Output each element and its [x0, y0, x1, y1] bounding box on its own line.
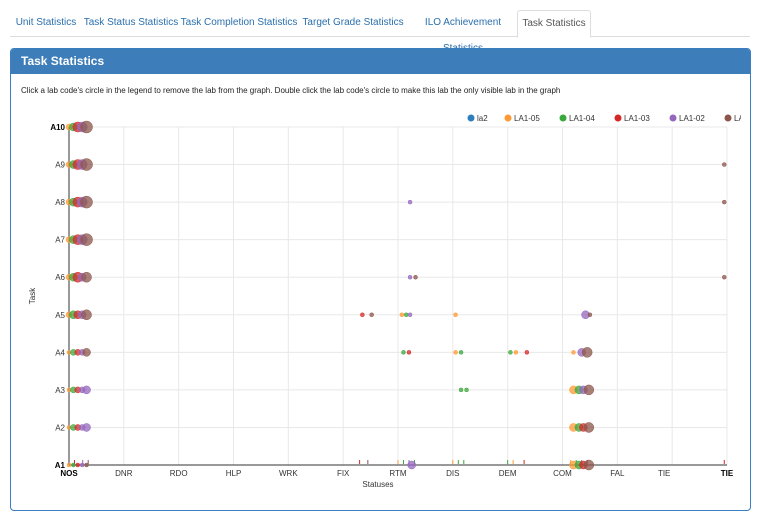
data-point	[407, 460, 416, 470]
tab-ilo-achievement-statistics[interactable]: ILO Achievement Statistics	[424, 17, 502, 54]
data-point	[413, 274, 418, 280]
x-tick-label: NOS	[60, 469, 78, 478]
legend-marker-la2[interactable]	[467, 114, 475, 122]
x-tick-label: COM	[553, 469, 572, 478]
data-point	[453, 350, 458, 355]
tab-bar: Unit Statistics Task Status Statistics T…	[10, 10, 750, 54]
data-point	[587, 312, 593, 318]
data-point	[82, 423, 91, 432]
tab-task-completion-statistics[interactable]: Task Completion Statistics	[180, 17, 298, 28]
data-point	[407, 312, 413, 318]
legend-label: LA1-05	[514, 114, 540, 123]
x-tick-label: RTM	[389, 469, 407, 478]
data-point	[401, 350, 406, 355]
data-point	[458, 350, 464, 355]
data-point	[406, 350, 412, 355]
data-point	[80, 233, 93, 246]
y-tick-label: A1	[55, 461, 66, 470]
data-point	[369, 312, 374, 318]
x-tick-label: HLP	[226, 469, 242, 478]
data-point	[82, 385, 91, 395]
legend-marker-la1-04[interactable]	[559, 114, 567, 122]
tab-task-status-statistics[interactable]: Task Status Statistics	[83, 17, 179, 28]
y-tick-label: A5	[55, 311, 65, 320]
data-point	[81, 271, 92, 283]
data-point	[407, 274, 413, 280]
data-point	[583, 459, 595, 471]
data-point	[403, 312, 409, 318]
x-tick-label: DNR	[115, 469, 133, 478]
tab-unit-statistics[interactable]: Unit Statistics	[15, 17, 77, 28]
data-point	[464, 387, 469, 393]
x-tick-label: TIE	[658, 469, 670, 478]
x-tick-label: FAL	[610, 469, 625, 478]
data-point	[583, 384, 595, 396]
x-tick-label: WRK	[279, 469, 298, 478]
legend-instructions: Click a lab code's circle in the legend …	[21, 86, 561, 95]
data-point	[80, 120, 93, 134]
legend-label: LA1-01	[734, 114, 741, 123]
data-point	[79, 462, 85, 468]
legend-marker-la1-03[interactable]	[614, 114, 622, 122]
legend-label: la2	[477, 114, 488, 123]
tab-task-statistics[interactable]: Task Statistics	[517, 10, 591, 38]
y-tick-label: A8	[55, 198, 65, 207]
legend-marker-la1-02[interactable]	[669, 114, 677, 122]
data-point	[82, 348, 91, 357]
data-point	[583, 422, 595, 433]
task-statistics-panel: Task Statistics Click a lab code's circl…	[10, 48, 751, 511]
data-point	[360, 312, 365, 318]
task-statistics-chart: A1 A2 A3 A4 A5 A6 A7 A8 A9 A10 NOS DNR RDO HLP WRK FIX R…	[28, 114, 741, 489]
data-point	[513, 350, 519, 355]
legend-label: LA1-04	[569, 114, 595, 123]
data-point	[571, 350, 576, 355]
data-point	[453, 312, 458, 318]
legend-label: LA1-02	[679, 114, 705, 123]
x-tick-label: FIX	[337, 469, 350, 478]
y-tick-label: A6	[55, 273, 65, 282]
data-point	[722, 162, 727, 167]
y-tick-label: A7	[55, 236, 65, 245]
y-tick-label: A9	[55, 161, 65, 170]
panel-header: Task Statistics	[11, 49, 750, 74]
x-tick-label: DEM	[499, 469, 517, 478]
y-tick-label: A10	[50, 123, 65, 132]
data-point	[66, 462, 72, 468]
data-point	[75, 462, 81, 468]
legend-marker-la1-01[interactable]	[724, 114, 732, 122]
data-point	[80, 158, 93, 171]
x-tick-label: RDO	[170, 469, 188, 478]
data-point	[71, 462, 76, 468]
y-axis-title: Task	[28, 287, 37, 304]
data-point	[407, 199, 413, 205]
data-point	[458, 387, 464, 393]
data-point	[80, 195, 93, 209]
data-point	[524, 350, 530, 355]
panel-title: Task Statistics	[21, 54, 105, 68]
y-tick-label: A3	[55, 386, 65, 395]
legend-label: LA1-03	[624, 114, 650, 123]
data-point	[84, 462, 89, 468]
y-tick-label: A4	[55, 348, 65, 357]
tab-target-grade-statistics[interactable]: Target Grade Statistics	[302, 17, 404, 28]
data-point	[81, 309, 92, 321]
x-axis-title: Statuses	[362, 480, 393, 489]
x-tick-label: DIS	[446, 469, 459, 478]
x-tick-label: TIE	[721, 469, 734, 478]
data-point	[399, 312, 405, 318]
data-point	[722, 199, 727, 205]
legend-marker-la1-05[interactable]	[504, 114, 512, 122]
data-point	[581, 347, 593, 358]
data-point	[508, 350, 513, 355]
data-point	[722, 274, 727, 280]
y-tick-label: A2	[55, 423, 65, 432]
